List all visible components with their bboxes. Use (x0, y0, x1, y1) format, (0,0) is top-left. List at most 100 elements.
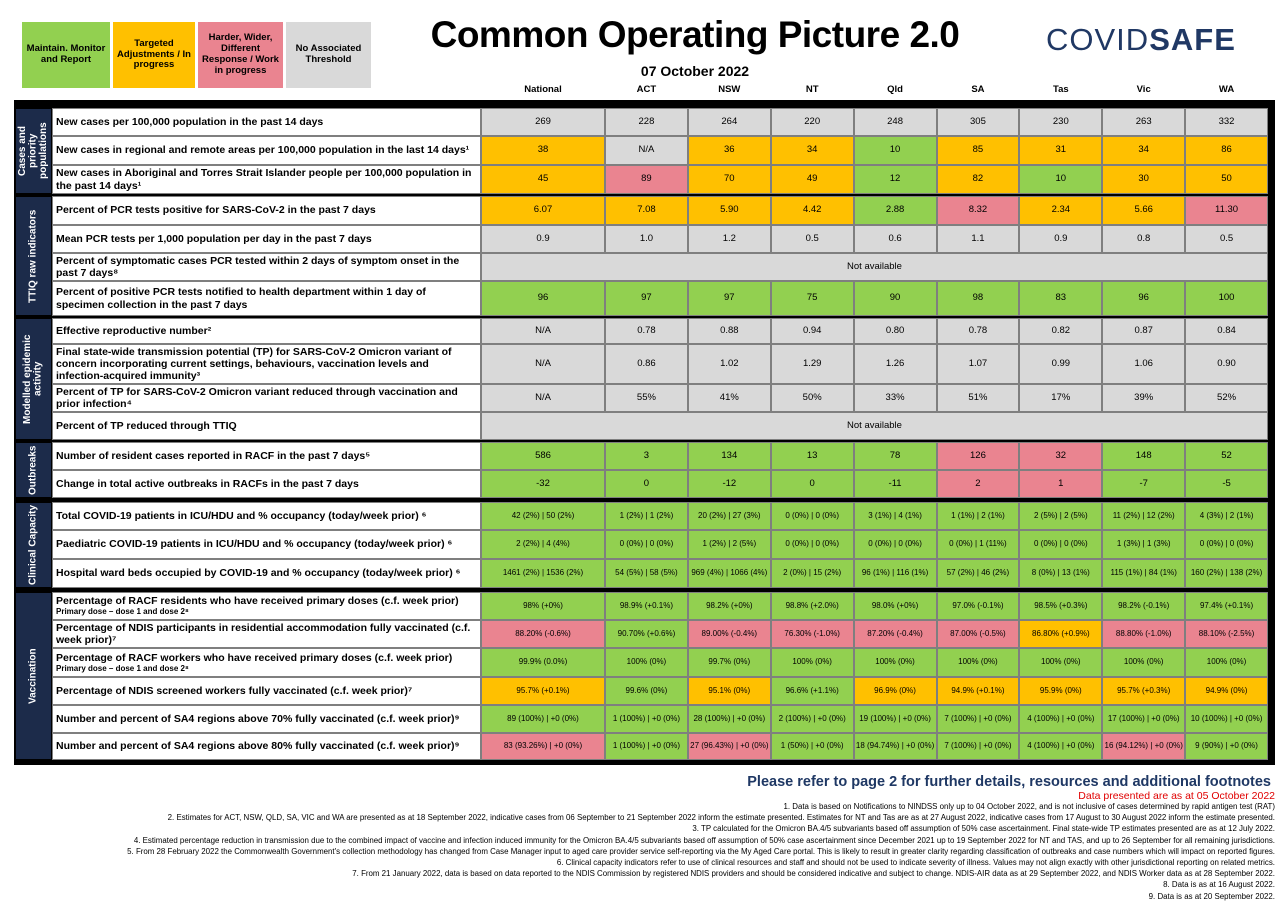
value-cell: 88.10% (-2.5%) (1185, 620, 1268, 648)
value-cell: 98 (936, 281, 1020, 316)
value-cell: 98.8% (+2.0%) (770, 592, 854, 620)
indicator: Effective reproductive number² (52, 318, 481, 344)
value-cell: 41% (687, 384, 771, 412)
value-cell: 3 (605, 442, 688, 470)
value-cell: 36 (687, 136, 771, 165)
value-cell: 5.90 (687, 196, 771, 225)
value-cell: 31 (1019, 136, 1103, 165)
indicator: Number and percent of SA4 regions above … (52, 733, 481, 760)
value-cell: 263 (1102, 108, 1186, 136)
value-cell: 8.32 (936, 196, 1020, 225)
merged-cell: Not available (481, 253, 1268, 281)
value-cell: 97.0% (-0.1%) (936, 592, 1020, 620)
value-cell: 89 (100%) | +0 (0%) (481, 705, 605, 733)
value-cell: 88.80% (-1.0%) (1102, 620, 1186, 648)
value-cell: 115 (1%) | 84 (1%) (1102, 559, 1186, 588)
column-header: WA (1218, 84, 1235, 95)
value-cell: 75 (770, 281, 854, 316)
indicator-label: Percentage of NDIS participants in resid… (56, 621, 471, 646)
value-cell: 83 (1019, 281, 1103, 316)
value-cell: 0.78 (936, 318, 1020, 344)
column-header: NSW (718, 84, 741, 95)
indicator: Paediatric COVID-19 patients in ICU/HDU … (52, 530, 481, 559)
indicator-label: Change in total active outbreaks in RACF… (56, 477, 359, 490)
indicator-sublabel: Primary dose – dose 1 and dose 2⁸ (56, 607, 189, 617)
value-cell: 0.90 (1185, 344, 1268, 384)
value-cell: 32 (1019, 442, 1103, 470)
value-cell: 3 (1%) | 4 (1%) (853, 502, 937, 530)
footnote: 3. TP calculated for the Omicron BA.4/5 … (692, 824, 1275, 834)
value-cell: 78 (853, 442, 937, 470)
value-cell: 1.2 (687, 225, 771, 253)
value-cell: 83 (93.26%) | +0 (0%) (481, 733, 605, 760)
value-cell: 19 (100%) | +0 (0%) (853, 705, 937, 733)
value-cell: 94.9% (0%) (1185, 677, 1268, 705)
indicator-label: Number and percent of SA4 regions above … (56, 740, 460, 753)
value-cell: 98.2% (-0.1%) (1102, 592, 1186, 620)
indicator: Percent of symptomatic cases PCR tested … (52, 253, 481, 281)
indicator-label: Percent of PCR tests positive for SARS-C… (56, 204, 376, 217)
value-cell: 12 (853, 165, 937, 194)
value-cell: 99.9% (0.0%) (481, 648, 605, 677)
indicator-label: Percent of TP reduced through TTIQ (56, 419, 237, 432)
value-cell: 100% (0%) (853, 648, 937, 677)
column-header: Vic (1136, 84, 1151, 95)
value-cell: 95.7% (+0.3%) (1102, 677, 1186, 705)
value-cell: -7 (1102, 470, 1186, 498)
indicator: Percentage of RACF residents who have re… (52, 592, 481, 620)
value-cell: 2.34 (1019, 196, 1103, 225)
value-cell: 2 (936, 470, 1020, 498)
value-cell: 0.86 (605, 344, 688, 384)
section-label: Clinical Capacity (15, 502, 52, 588)
indicator-label: Percent of symptomatic cases PCR tested … (56, 254, 460, 279)
footnote: 5. From 28 February 2022 the Commonwealt… (127, 846, 1275, 856)
indicator-label: Number and percent of SA4 regions above … (56, 712, 460, 725)
indicator: Total COVID-19 patients in ICU/HDU and %… (52, 502, 481, 530)
value-cell: 98.5% (+0.3%) (1019, 592, 1103, 620)
value-cell: 228 (605, 108, 688, 136)
value-cell: 49 (770, 165, 854, 194)
value-cell: 16 (94.12%) | +0 (0%) (1102, 733, 1186, 760)
value-cell: 52 (1185, 442, 1268, 470)
value-cell: 55% (605, 384, 688, 412)
value-cell: 98.0% (+0%) (853, 592, 937, 620)
value-cell: 98% (+0%) (481, 592, 605, 620)
value-cell: 76.30% (-1.0%) (770, 620, 854, 648)
value-cell: 1.26 (853, 344, 937, 384)
footnote: 8. Data is as at 16 August 2022. (1163, 880, 1275, 890)
value-cell: 100 (1185, 281, 1268, 316)
value-cell: 1.07 (936, 344, 1020, 384)
value-cell: 2 (2%) | 4 (4%) (481, 530, 605, 559)
value-cell: 0.78 (605, 318, 688, 344)
value-cell: 4 (3%) | 2 (1%) (1185, 502, 1268, 530)
value-cell: 10 (100%) | +0 (0%) (1185, 705, 1268, 733)
indicator-label: Effective reproductive number² (56, 324, 212, 337)
value-cell: 98.2% (+0%) (687, 592, 771, 620)
value-cell: 4 (100%) | +0 (0%) (1019, 733, 1103, 760)
value-cell: 95.1% (0%) (687, 677, 771, 705)
indicator: Percent of positive PCR tests notified t… (52, 281, 481, 316)
value-cell: 2 (100%) | +0 (0%) (770, 705, 854, 733)
value-cell: 17 (100%) | +0 (0%) (1102, 705, 1186, 733)
footnote: 9. Data is as at 20 September 2022. (1148, 891, 1275, 901)
value-cell: 96.6% (+1.1%) (770, 677, 854, 705)
value-cell: 0 (0%) | 0 (0%) (1019, 530, 1103, 559)
indicator: Percent of PCR tests positive for SARS-C… (52, 196, 481, 225)
value-cell: 305 (936, 108, 1020, 136)
value-cell: 2 (0%) | 15 (2%) (770, 559, 854, 588)
value-cell: 0 (605, 470, 688, 498)
value-cell: 0 (0%) | 0 (0%) (605, 530, 688, 559)
value-cell: 0.9 (481, 225, 605, 253)
value-cell: 86.80% (+0.9%) (1019, 620, 1103, 648)
indicator: New cases in Aboriginal and Torres Strai… (52, 165, 481, 194)
indicator: Percent of TP reduced through TTIQ (52, 412, 481, 440)
value-cell: 1 (3%) | 1 (3%) (1102, 530, 1186, 559)
value-cell: 1.0 (605, 225, 688, 253)
footnote: 1. Data is based on Notifications to NIN… (783, 802, 1275, 811)
value-cell: 27 (96.43%) | +0 (0%) (687, 733, 771, 760)
indicator-label: Mean PCR tests per 1,000 population per … (56, 232, 372, 245)
value-cell: 1 (100%) | +0 (0%) (605, 705, 688, 733)
value-cell: N/A (605, 136, 688, 165)
value-cell: 100% (0%) (936, 648, 1020, 677)
column-header: Tas (1052, 84, 1069, 95)
